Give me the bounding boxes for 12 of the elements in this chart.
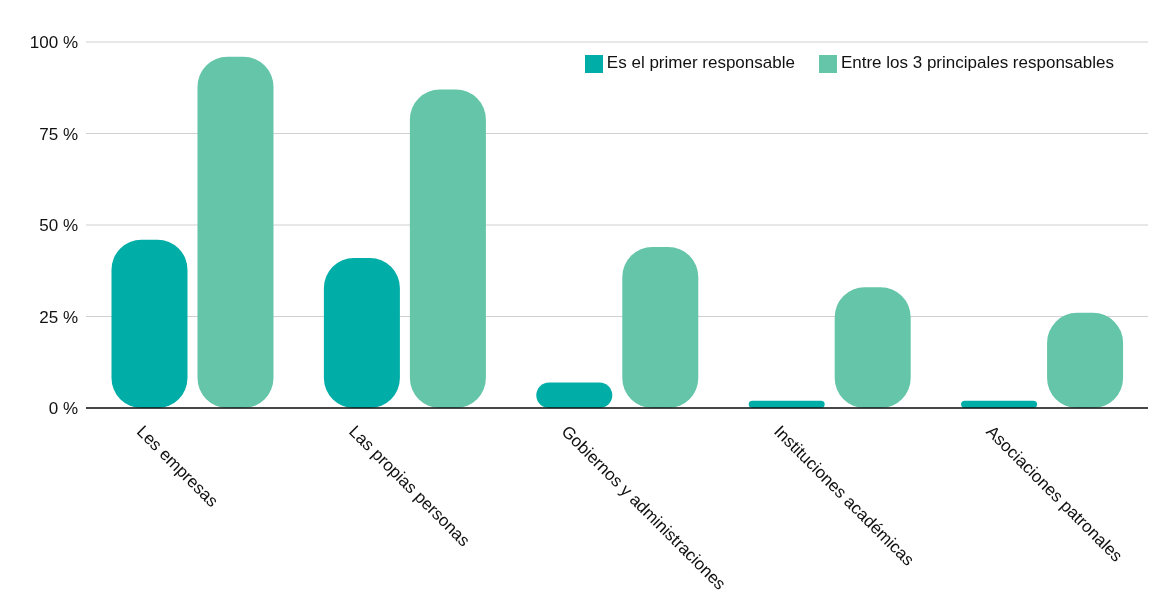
y-tick-label: 75 % xyxy=(39,124,78,144)
y-tick-label: 50 % xyxy=(39,216,78,236)
bar xyxy=(622,246,699,408)
y-tick-label: 25 % xyxy=(39,307,78,327)
y-tick-label: 0 % xyxy=(48,399,78,419)
y-tick-label: 100 % xyxy=(29,33,78,53)
legend-label: Es el primer responsable xyxy=(606,53,795,72)
bar xyxy=(409,89,486,408)
bar xyxy=(197,56,274,408)
bar xyxy=(111,239,188,408)
legend-label: Entre los 3 principales responsables xyxy=(840,53,1114,72)
bar xyxy=(323,257,400,408)
